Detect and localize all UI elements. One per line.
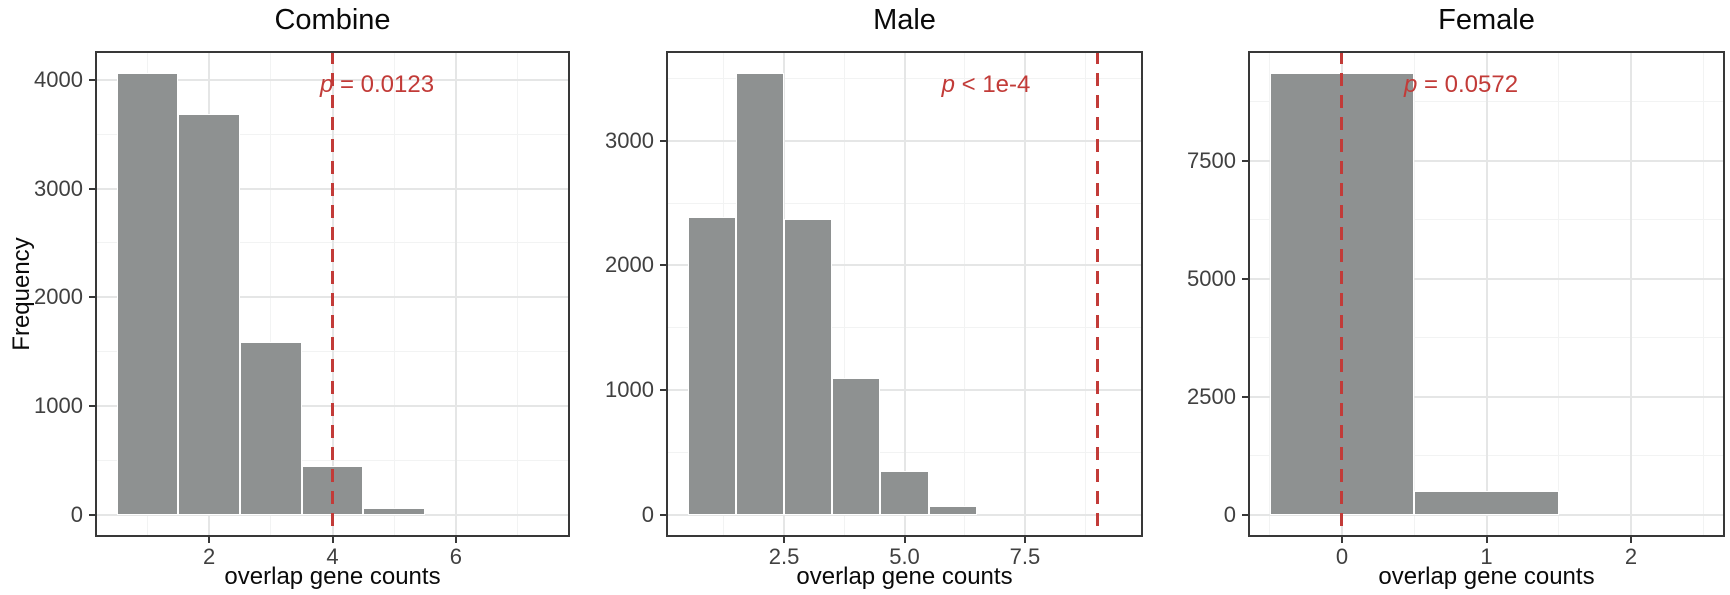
x-axis-label-combine: overlap gene counts	[224, 563, 441, 590]
y-major-gridline	[666, 264, 1143, 267]
histogram-bar	[784, 219, 833, 515]
x-minor-gridline	[964, 51, 966, 537]
y-major-gridline	[666, 513, 1143, 516]
y-tick-mark	[1242, 159, 1248, 162]
x-tick-mark	[1340, 537, 1343, 543]
x-tick-label: 4	[326, 544, 339, 569]
y-tick-mark	[89, 296, 95, 299]
x-major-gridline	[1630, 51, 1633, 537]
p-value-text: = 0.0123	[333, 71, 435, 98]
x-tick-mark	[1023, 537, 1026, 543]
x-tick-mark	[783, 537, 786, 543]
p-value-label: p = 0.0123	[257, 71, 497, 99]
y-major-gridline	[666, 389, 1143, 392]
y-tick-label: 0	[70, 501, 83, 527]
y-major-gridline	[1248, 395, 1725, 398]
reference-vline	[1095, 51, 1099, 537]
p-value-label: p < 1e-4	[866, 71, 1106, 99]
p-value-text: = 0.0572	[1417, 71, 1519, 98]
y-tick-label: 3000	[34, 175, 83, 201]
y-tick-label: 1000	[605, 377, 654, 403]
y-tick-mark	[89, 513, 95, 516]
y-tick-label: 0	[641, 501, 654, 527]
histogram-bar	[363, 507, 426, 515]
x-tick-mark	[1630, 537, 1633, 543]
x-tick-label: 2	[1624, 544, 1638, 569]
histogram-bar	[832, 377, 881, 515]
x-major-gridline	[1485, 51, 1488, 537]
x-minor-gridline	[1558, 51, 1560, 537]
histogram-bar	[116, 73, 179, 515]
x-minor-gridline	[393, 51, 395, 537]
histogram-bar	[178, 113, 240, 515]
plot-area-border	[1248, 51, 1725, 537]
y-tick-mark	[89, 78, 95, 81]
x-tick-mark	[454, 537, 457, 543]
panel-title-combine: Combine	[274, 4, 391, 36]
y-tick-mark	[1242, 395, 1248, 398]
y-tick-label: 5000	[1187, 265, 1236, 291]
p-symbol: p	[1403, 71, 1418, 98]
y-major-gridline	[666, 139, 1143, 142]
plot-area-border	[95, 51, 570, 537]
y-tick-mark	[89, 187, 95, 190]
y-tick-mark	[660, 513, 666, 516]
x-tick-mark	[331, 537, 334, 543]
x-major-gridline	[1023, 51, 1026, 537]
x-minor-gridline	[1084, 51, 1086, 537]
x-tick-label: 2	[202, 544, 216, 569]
x-tick-label: 6	[449, 544, 462, 569]
y-tick-label: 3000	[605, 127, 654, 153]
panel-title-male: Male	[873, 4, 936, 36]
y-tick-mark	[660, 139, 666, 142]
histogram-bar	[880, 471, 929, 515]
p-value-label: p = 0.0572	[1341, 71, 1581, 99]
x-major-gridline	[903, 51, 906, 537]
y-tick-label: 4000	[34, 66, 83, 92]
y-tick-label: 2000	[605, 252, 654, 278]
y-tick-label: 0	[1223, 501, 1236, 527]
x-tick-label: 1	[1480, 544, 1493, 569]
y-tick-mark	[1242, 513, 1248, 516]
p-value-text: < 1e-4	[954, 71, 1031, 98]
reference-vline	[331, 51, 334, 537]
y-tick-mark	[660, 264, 666, 267]
y-tick-mark	[660, 389, 666, 392]
y-tick-label: 7500	[1187, 147, 1236, 173]
y-tick-label: 2500	[1187, 383, 1236, 409]
histogram-bar	[735, 73, 785, 515]
histogram-bar	[1414, 491, 1559, 515]
y-tick-mark	[89, 404, 95, 407]
p-symbol: p	[941, 71, 955, 98]
x-major-gridline	[454, 51, 457, 537]
p-symbol: p	[319, 71, 334, 98]
x-axis-label-female: overlap gene counts	[1378, 563, 1595, 590]
x-tick-label: 5.0	[889, 544, 920, 569]
y-tick-label: 2000	[34, 284, 83, 310]
reference-vline	[1340, 51, 1344, 537]
histogram-bar	[239, 341, 302, 515]
x-tick-mark	[903, 537, 906, 543]
histogram-bar	[928, 506, 977, 515]
y-major-gridline	[1248, 513, 1725, 516]
x-tick-mark	[1485, 537, 1488, 543]
x-tick-label: 2.5	[768, 544, 800, 569]
plot-area-border	[666, 51, 1143, 537]
x-minor-gridline	[1702, 51, 1704, 537]
y-tick-label: 1000	[34, 392, 83, 418]
x-tick-label: 0	[1335, 544, 1349, 569]
x-minor-gridline	[270, 51, 272, 537]
y-major-gridline	[1248, 277, 1725, 280]
x-minor-gridline	[517, 51, 519, 537]
x-tick-mark	[208, 537, 211, 543]
x-minor-gridline	[1413, 51, 1415, 537]
x-minor-gridline	[843, 51, 845, 537]
y-tick-mark	[1242, 277, 1248, 280]
x-tick-label: 7.5	[1009, 544, 1041, 569]
histogram-bar	[687, 216, 736, 515]
y-major-gridline	[1248, 159, 1725, 162]
panel-title-female: Female	[1438, 4, 1535, 36]
x-axis-label-male: overlap gene counts	[796, 563, 1013, 590]
